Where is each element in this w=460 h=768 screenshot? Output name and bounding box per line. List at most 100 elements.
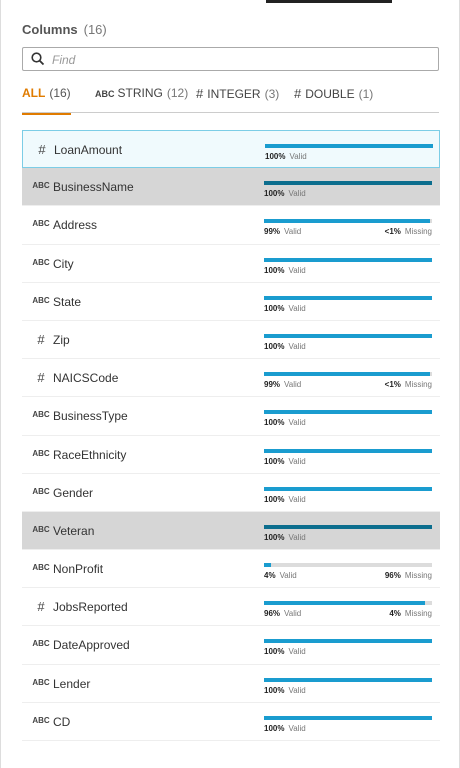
valid-label: 100% Valid xyxy=(265,152,307,161)
column-name: BusinessName xyxy=(53,180,134,195)
type-icon: ABC xyxy=(32,448,50,458)
tab-count: (16) xyxy=(49,86,71,100)
column-row[interactable]: ABC RaceEthnicity 100% Valid xyxy=(22,436,440,474)
tab-count: (3) xyxy=(264,87,280,101)
valid-label: 99% Valid xyxy=(264,380,301,389)
valid-word: Valid xyxy=(288,418,306,428)
column-row[interactable]: ABC DateApproved 100% Valid xyxy=(22,626,440,665)
valid-percent: 99% xyxy=(264,227,281,237)
missing-word: Missing xyxy=(404,571,432,581)
valid-label: 100% Valid xyxy=(264,418,306,427)
tab-label: INTEGER xyxy=(207,87,261,101)
valid-bar xyxy=(264,677,432,682)
valid-track xyxy=(264,295,432,300)
valid-label: 100% Valid xyxy=(264,266,306,275)
valid-track xyxy=(264,677,432,682)
valid-track xyxy=(264,333,432,338)
valid-track xyxy=(264,715,432,720)
missing-percent: 96% xyxy=(384,571,401,581)
valid-track xyxy=(264,410,432,415)
valid-word: Valid xyxy=(279,571,297,581)
tab[interactable]: # DOUBLE (1) xyxy=(294,84,373,113)
valid-word: Valid xyxy=(284,227,302,237)
valid-word: Valid xyxy=(288,532,306,542)
column-row[interactable]: ABC Address 99% Valid <1% Missing xyxy=(22,206,440,245)
column-row[interactable]: # NAICSCode 99% Valid <1% Missing xyxy=(22,359,440,398)
tab[interactable]: ALL (16) xyxy=(22,84,71,115)
column-row[interactable]: ABC State 100% Valid xyxy=(22,283,440,321)
valid-percent: 100% xyxy=(264,532,285,542)
valid-label: 96% Valid xyxy=(264,609,301,618)
type-icon: # xyxy=(37,599,45,615)
tab[interactable]: ABC STRING (12) xyxy=(95,84,188,113)
type-icon: # xyxy=(38,142,46,157)
valid-track xyxy=(264,372,432,377)
valid-percent: 100% xyxy=(264,189,285,199)
valid-percent: 100% xyxy=(264,418,285,428)
column-name: NAICSCode xyxy=(53,371,119,386)
valid-label: 100% Valid xyxy=(264,686,306,695)
column-row[interactable]: # Zip 100% Valid xyxy=(22,321,440,360)
valid-label: 4% Valid xyxy=(264,571,297,580)
valid-word: Valid xyxy=(284,609,302,619)
type-icon: ABC xyxy=(32,715,50,725)
valid-percent: 4% xyxy=(264,571,276,581)
column-row[interactable]: ABC City 100% Valid xyxy=(22,245,440,283)
valid-bar xyxy=(264,410,432,415)
type-icon: ABC xyxy=(32,181,50,191)
valid-bar xyxy=(264,295,432,300)
column-row[interactable]: ABC CD 100% Valid xyxy=(22,703,440,741)
valid-bar xyxy=(264,524,432,529)
valid-word: Valid xyxy=(288,189,306,199)
column-row[interactable]: ABC Veteran 100% Valid xyxy=(22,511,440,551)
column-name: BusinessType xyxy=(53,409,128,424)
type-icon: ABC xyxy=(32,486,50,496)
valid-percent: 100% xyxy=(265,152,286,161)
column-row[interactable]: ABC NonProfit 4% Valid 96% Missing xyxy=(22,550,440,589)
column-row[interactable]: # JobsReported 96% Valid 4% Missing xyxy=(22,588,440,627)
search-placeholder: Find xyxy=(52,53,76,67)
tab-icon: # xyxy=(294,86,302,101)
top-bar xyxy=(266,0,392,3)
column-row[interactable]: ABC BusinessName 100% Valid xyxy=(22,168,440,207)
header: Columns (16) xyxy=(22,22,107,37)
column-name: Gender xyxy=(53,485,94,500)
column-name: Lender xyxy=(53,676,91,691)
type-icon: ABC xyxy=(32,563,50,573)
valid-label: 100% Valid xyxy=(264,533,306,542)
tab-count: (12) xyxy=(166,86,189,100)
valid-track xyxy=(264,601,432,606)
tab-label: DOUBLE xyxy=(305,87,355,101)
valid-word: Valid xyxy=(288,341,306,351)
missing-percent: <1% xyxy=(384,227,401,237)
valid-word: Valid xyxy=(288,456,306,466)
column-row[interactable]: ABC Lender 100% Valid xyxy=(22,665,440,703)
valid-label: 100% Valid xyxy=(264,724,306,733)
column-name: Zip xyxy=(53,332,70,347)
search-box[interactable]: Find xyxy=(22,47,439,71)
column-list: # LoanAmount 100% Valid ABC BusinessName 100% V… xyxy=(22,130,440,741)
valid-bar xyxy=(264,563,271,568)
column-name: JobsReported xyxy=(53,600,128,615)
valid-label: 100% Valid xyxy=(264,457,306,466)
tab-count: (1) xyxy=(358,87,374,101)
type-icon: ABC xyxy=(32,410,50,420)
valid-bar xyxy=(264,219,431,224)
valid-word: Valid xyxy=(288,647,306,657)
tab-icon: ABC xyxy=(95,89,115,99)
valid-track xyxy=(264,486,432,491)
valid-track xyxy=(265,144,433,148)
column-row[interactable]: ABC BusinessType 100% Valid xyxy=(22,397,440,436)
valid-track xyxy=(264,181,432,186)
column-row[interactable]: ABC Gender 100% Valid xyxy=(22,474,440,512)
valid-percent: 100% xyxy=(264,303,285,313)
valid-percent: 100% xyxy=(264,494,285,504)
valid-bar xyxy=(264,333,432,338)
column-name: RaceEthnicity xyxy=(53,447,127,462)
valid-bar xyxy=(264,372,431,377)
valid-track xyxy=(264,448,432,453)
tab[interactable]: # INTEGER (3) xyxy=(196,84,279,113)
missing-label: <1% Missing xyxy=(385,227,432,236)
column-row[interactable]: # LoanAmount 100% Valid xyxy=(22,130,440,169)
